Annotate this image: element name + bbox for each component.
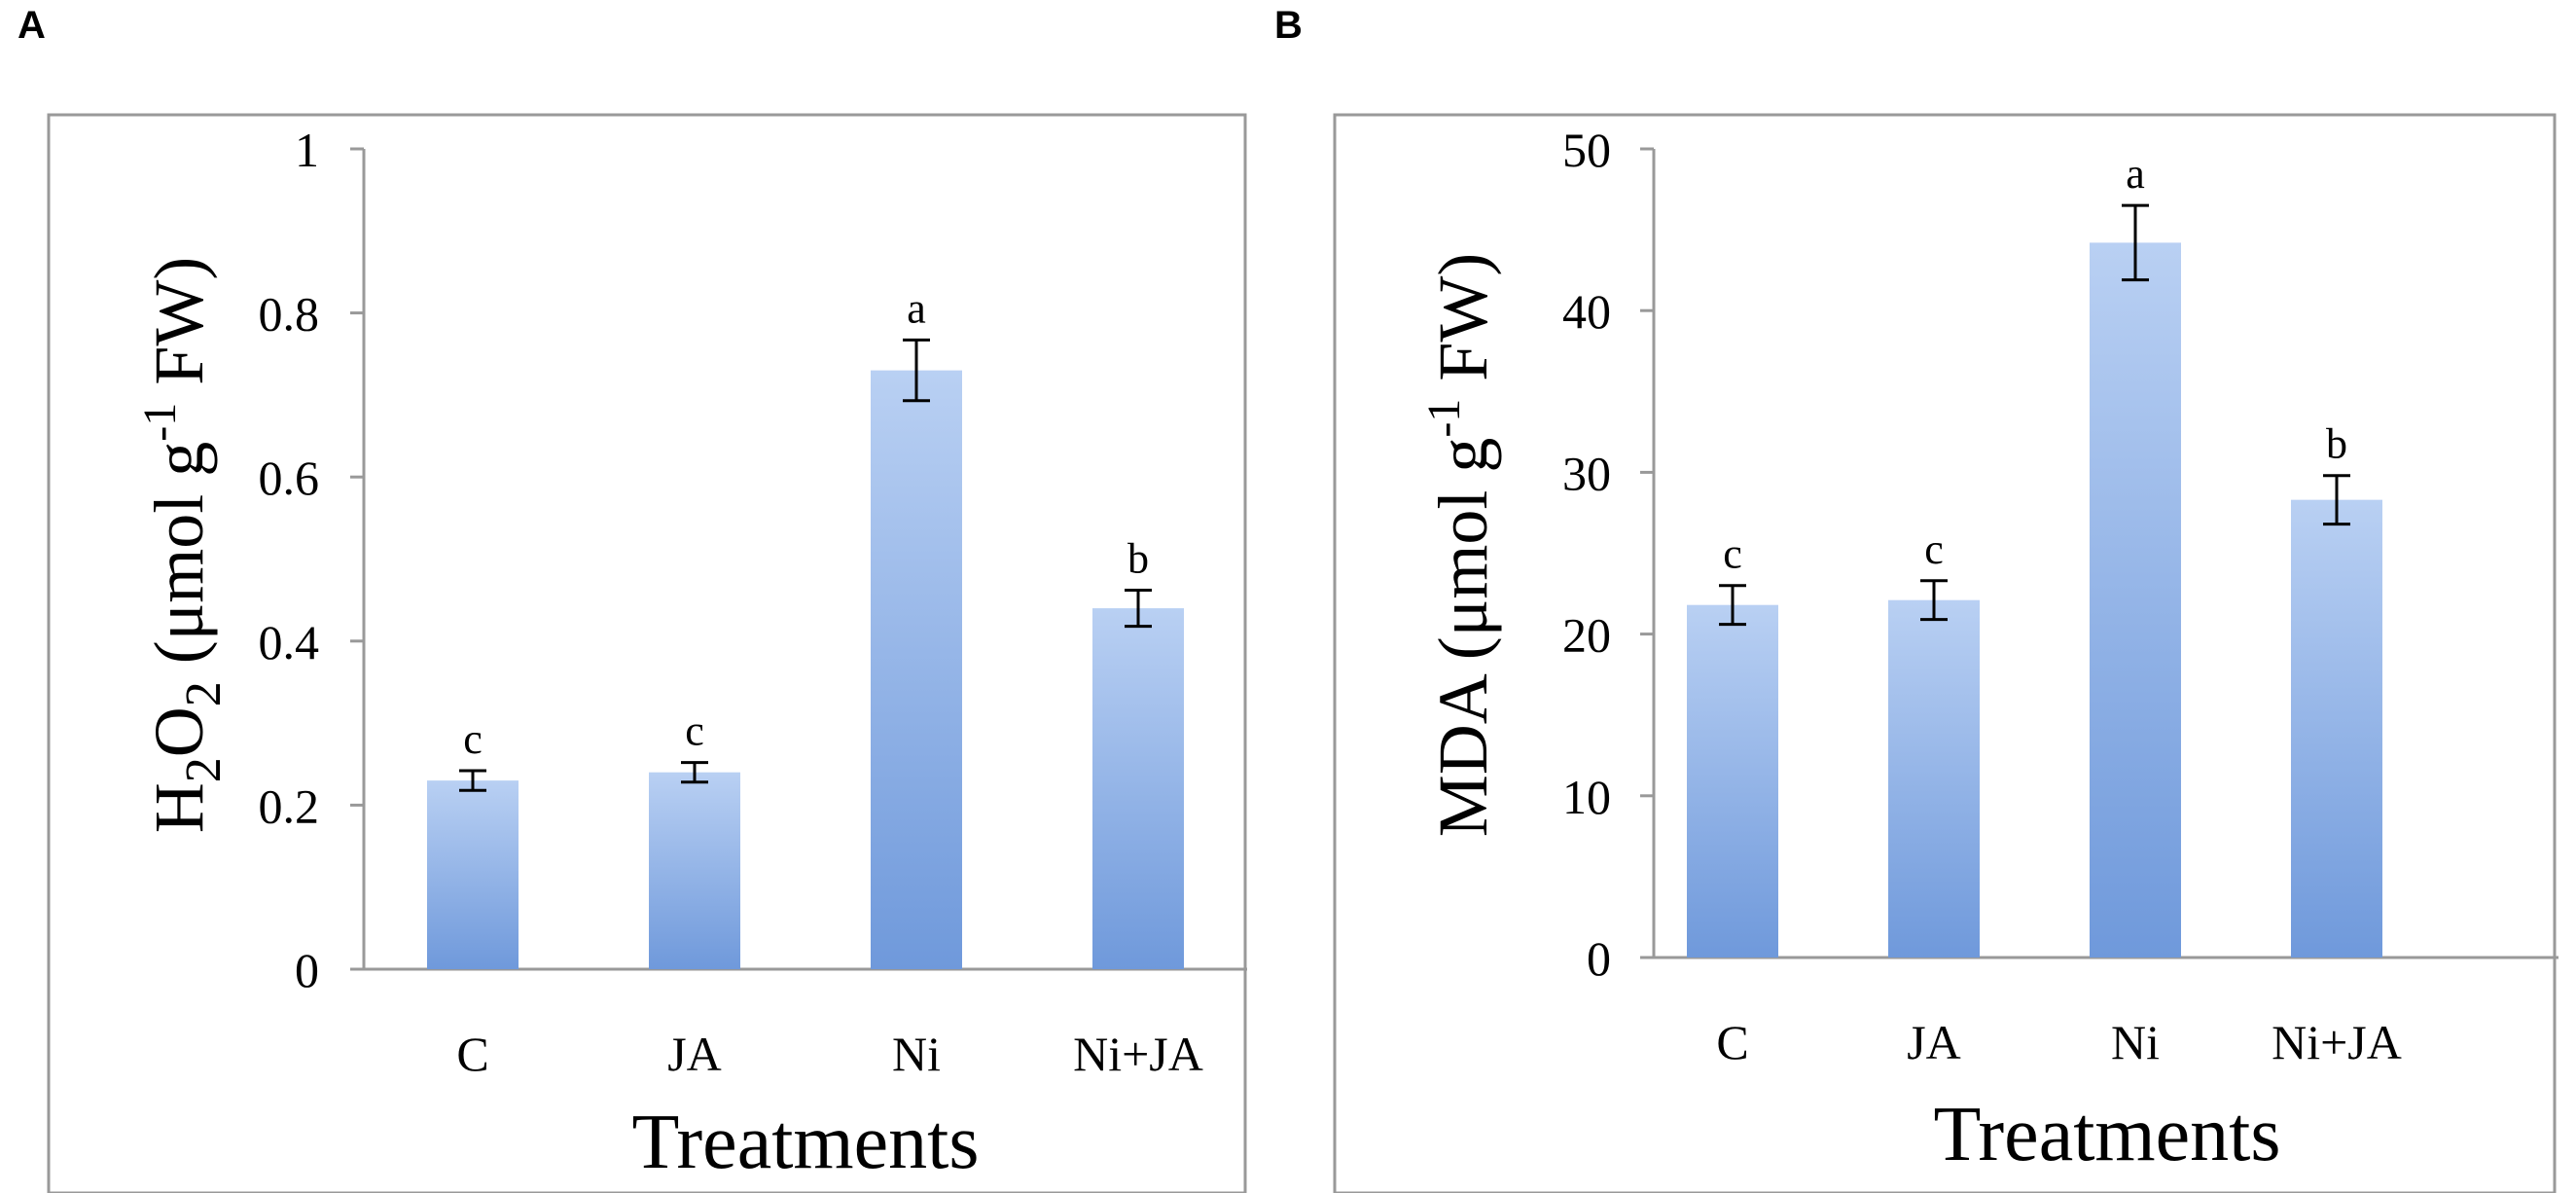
panel-a-y-label: H2O2 (μmol g-1 FW)	[134, 257, 232, 834]
panel-b-significance-letter: a	[2126, 150, 2145, 198]
panel-a-y-tick-label: 0.4	[259, 615, 320, 669]
panel-a-significance-letter: c	[685, 707, 704, 755]
panel-b-significance-letter: c	[1924, 525, 1944, 573]
panel-b-category-label: C	[1716, 1015, 1748, 1069]
panel-a-y-tick-label: 0.6	[259, 451, 320, 505]
panel-a-y-tick-label: 0.2	[259, 778, 320, 833]
panel-a-significance-letter: c	[463, 715, 483, 763]
panel-a-y-tick-label: 1	[295, 123, 319, 177]
panel-a-category-label: C	[456, 1027, 488, 1081]
panel-b-y-tick-label: 0	[1587, 931, 1611, 986]
panel-b-bar-c	[1687, 604, 1778, 958]
panel-b-y-tick-label: 20	[1562, 608, 1611, 663]
panel-b-bar-ni	[2090, 242, 2181, 958]
panel-a-significance-letter: a	[907, 284, 926, 332]
panel-a-chart: 0 0.2 0.4 0.6 0.8 1 c Cc JA a Ni b Ni+JA Treatments…	[47, 113, 1247, 1193]
panel-b-letter: B	[1274, 4, 1303, 47]
panel-a-bar-ni-ja	[1092, 608, 1184, 969]
panel-b-chart: 0 10 20 30 40 50 c Cc JA a Ni b Ni+JA Treatments MD…	[1333, 113, 2558, 1193]
panel-b-y-tick-label: 30	[1562, 446, 1611, 500]
panel-a-category-label: JA	[667, 1027, 722, 1081]
panel-a-frame	[47, 113, 1247, 1193]
panel-b-significance-letter: b	[2326, 420, 2347, 468]
panel-b-y-tick-label: 40	[1562, 284, 1611, 339]
panel-a-category-label: Ni	[892, 1027, 941, 1081]
panel-b-y-label: MDA (μmol g-1 FW)	[1418, 253, 1502, 838]
panel-a-letter: A	[18, 4, 46, 47]
panel-a-y-tick-label: 0	[295, 943, 319, 997]
panel-a-bar-c	[427, 780, 519, 969]
panel-a-bar-ni	[871, 370, 962, 969]
panel-a-category-label: Ni+JA	[1073, 1027, 1203, 1081]
panel-b-y-tick-label: 10	[1562, 770, 1611, 824]
panel-b-bar-ni-ja	[2291, 499, 2382, 958]
panel-b-y-tick-label: 50	[1562, 123, 1611, 177]
panel-b-category-label: Ni+JA	[2272, 1015, 2402, 1069]
panel-b-x-label: Treatments	[1933, 1092, 2280, 1177]
panel-b-bar-ja	[1888, 599, 1980, 958]
panel-a-y-tick-label: 0.8	[259, 287, 320, 342]
panel-b-category-label: Ni	[2111, 1015, 2160, 1069]
panel-b-significance-letter: c	[1723, 530, 1742, 578]
panel-a-significance-letter: b	[1127, 535, 1149, 583]
panel-a-bar-ja	[649, 772, 740, 969]
panel-a-x-label: Treatments	[631, 1100, 979, 1185]
panel-b-category-label: JA	[1907, 1015, 1961, 1069]
